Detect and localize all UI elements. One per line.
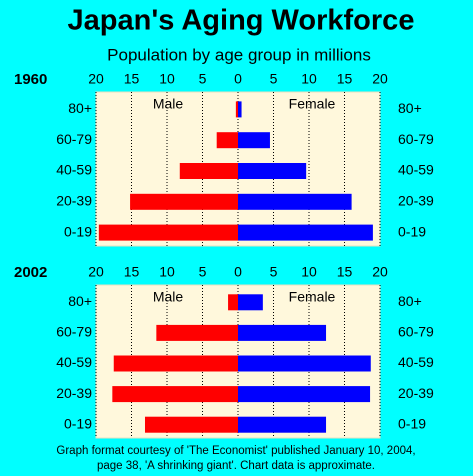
bar [238,101,242,118]
y-tick-label: 20-39 [56,193,92,209]
x-tick-label: 10 [159,264,175,280]
x-tick-label: 0 [234,264,242,280]
x-tick-label: 20 [88,264,104,280]
y-tick-label: 0-19 [64,415,92,431]
x-tick-label: 20 [88,71,104,87]
note: page 38, 'A shrinking giant'. Chart data… [97,460,375,472]
bar [238,294,263,311]
legend-label: Male [153,96,184,112]
y-tick-label: 60-79 [398,324,434,340]
x-tick-label: 15 [337,71,353,87]
bar [238,386,371,403]
chart-subtitle: Population by age group in millions [107,45,371,64]
y-tick-label: 40-59 [398,354,434,370]
bar [235,101,238,118]
bar [112,386,238,403]
bar [156,324,238,341]
chart-title: Japan's Aging Workforce [68,5,415,37]
bar [238,355,371,372]
bar [238,324,327,341]
x-tick-label: 20 [372,71,388,87]
x-tick-label: 10 [301,71,317,87]
legend-label: Female [289,289,336,305]
y-tick-label: 80+ [398,293,422,309]
bar [228,294,238,311]
y-tick-label: 60-79 [398,131,434,147]
bar [179,163,238,179]
bar [238,132,270,149]
y-tick-label: 20-39 [56,385,92,401]
x-tick-label: 5 [199,71,207,87]
y-tick-label: 20-39 [398,193,434,209]
y-tick-label: 80+ [398,100,422,116]
y-tick-label: 0-19 [398,415,426,431]
bar [98,224,238,241]
y-tick-label: 80+ [68,293,92,309]
y-tick-label: 0-19 [398,223,426,239]
x-tick-label: 15 [337,264,353,280]
x-tick-label: 20 [372,264,388,280]
x-tick-label: 15 [124,264,140,280]
y-tick-label: 80+ [68,100,92,116]
bar [130,193,238,210]
note: Graph format courtesy of 'The Economist'… [56,445,415,457]
legend-label: Female [289,96,336,112]
x-tick-label: 10 [159,71,175,87]
bar [113,355,238,372]
y-tick-label: 40-59 [56,162,92,178]
bar [238,193,352,210]
bar [144,416,238,433]
x-tick-label: 10 [301,264,317,280]
bar [238,416,327,433]
x-tick-label: 5 [199,264,207,280]
bar [238,163,307,179]
legend-label: Male [153,289,184,305]
bar [238,224,373,241]
panel-title: 1960 [14,71,47,88]
y-tick-label: 40-59 [56,354,92,370]
y-tick-label: 40-59 [398,162,434,178]
x-tick-label: 0 [234,71,242,87]
x-tick-label: 5 [270,264,278,280]
y-tick-label: 60-79 [56,324,92,340]
y-tick-label: 0-19 [64,223,92,239]
y-tick-label: 20-39 [398,385,434,401]
panel-title: 2002 [14,264,47,281]
y-tick-label: 60-79 [56,131,92,147]
bar [216,132,238,149]
x-tick-label: 5 [270,71,278,87]
x-tick-label: 15 [124,71,140,87]
